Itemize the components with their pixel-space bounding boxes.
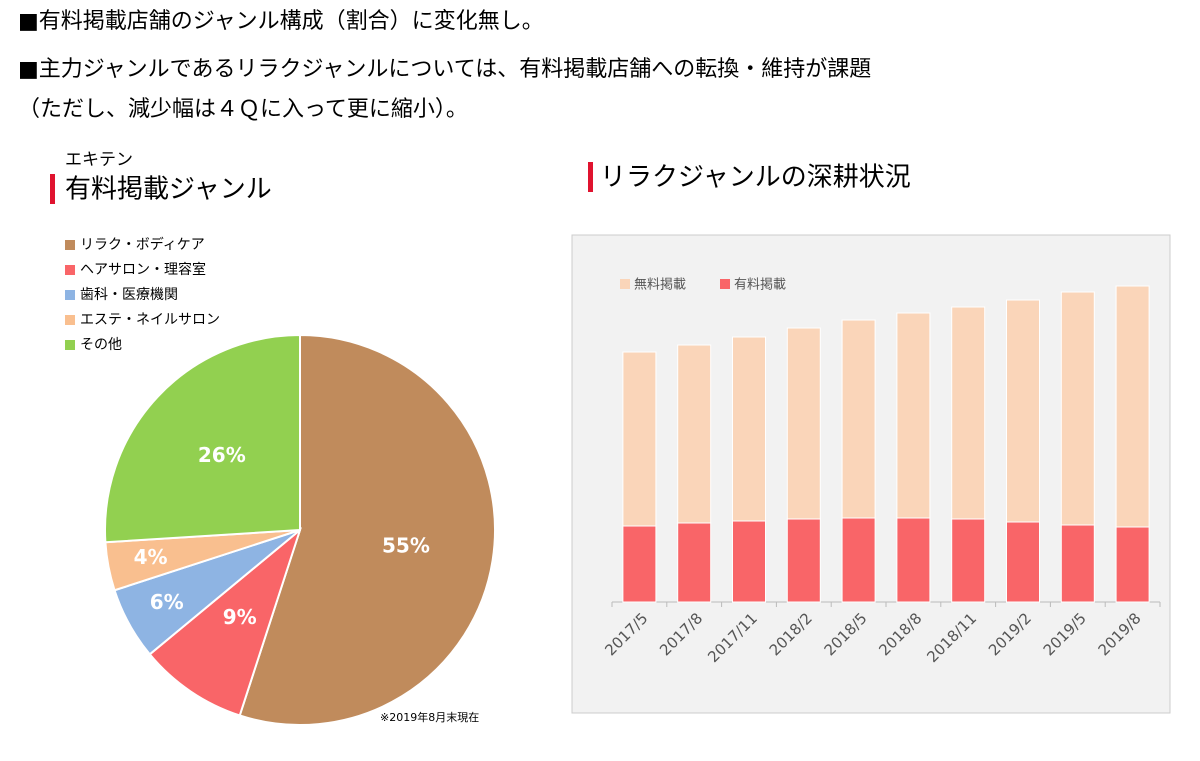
data-label: 4% (134, 545, 168, 569)
bullet: ■有料掲載店舗のジャンル構成（割合）に変化無し。 (18, 9, 544, 34)
legend-swatch (65, 240, 75, 250)
bar-segment (841, 517, 876, 603)
legend-label: 有料掲載 (734, 277, 786, 293)
bar-segment (786, 327, 821, 520)
bar-segment (622, 351, 657, 527)
title-accent (50, 174, 55, 204)
title-accent (588, 162, 593, 192)
chart-title: リラクジャンルの深耕状況 (600, 163, 911, 193)
bar-segment (1115, 526, 1150, 603)
bar-segment (786, 518, 821, 603)
data-label: 9% (223, 605, 257, 629)
bar-segment (1006, 521, 1040, 603)
bar-segment (1060, 291, 1095, 526)
bar-segment (732, 520, 766, 603)
bar-segment (896, 517, 931, 603)
legend-label: リラク・ボディケア (80, 236, 205, 253)
legend-label: 無料掲載 (634, 277, 686, 293)
chart-title: 有料掲載ジャンル (65, 175, 272, 205)
legend-swatch (65, 340, 75, 350)
data-label: 55% (382, 533, 430, 557)
bar-segment (951, 518, 986, 603)
data-label: 6% (150, 590, 184, 614)
bullet: ■主力ジャンルであるリラクジャンルについては、有料掲載店舗への転換・維持が課題 (18, 57, 871, 82)
legend-label: 歯科・医療機関 (80, 286, 178, 303)
legend-swatch (620, 279, 630, 289)
legend-swatch (65, 265, 75, 275)
bar-segment (732, 336, 766, 522)
chart-supertitle: エキテン (65, 150, 133, 170)
bullet: （ただし、減少幅は４Ｑに入って更に縮小）。 (18, 97, 468, 122)
bar-segment (677, 522, 712, 603)
bar-segment (896, 312, 931, 519)
bar-segment (677, 344, 712, 524)
note: ※2019年8月末現在 (380, 710, 479, 724)
pie-slice (238, 333, 496, 726)
legend-label: エステ・ネイルサロン (80, 312, 220, 328)
legend-swatch (65, 315, 75, 325)
bar-segment (951, 306, 986, 520)
pie-slice (104, 333, 301, 544)
legend-label: ヘアサロン・理容室 (80, 261, 206, 278)
pie-slice (148, 527, 303, 717)
legend-label: その他 (80, 337, 122, 353)
legend-swatch (65, 290, 75, 300)
bar-segment (1060, 524, 1095, 603)
bar-segment (1115, 285, 1150, 528)
bar-segment (1006, 299, 1040, 523)
bar-segment (622, 525, 657, 603)
data-label: 26% (198, 443, 246, 467)
legend-swatch (720, 279, 730, 289)
bar-segment (841, 319, 876, 519)
